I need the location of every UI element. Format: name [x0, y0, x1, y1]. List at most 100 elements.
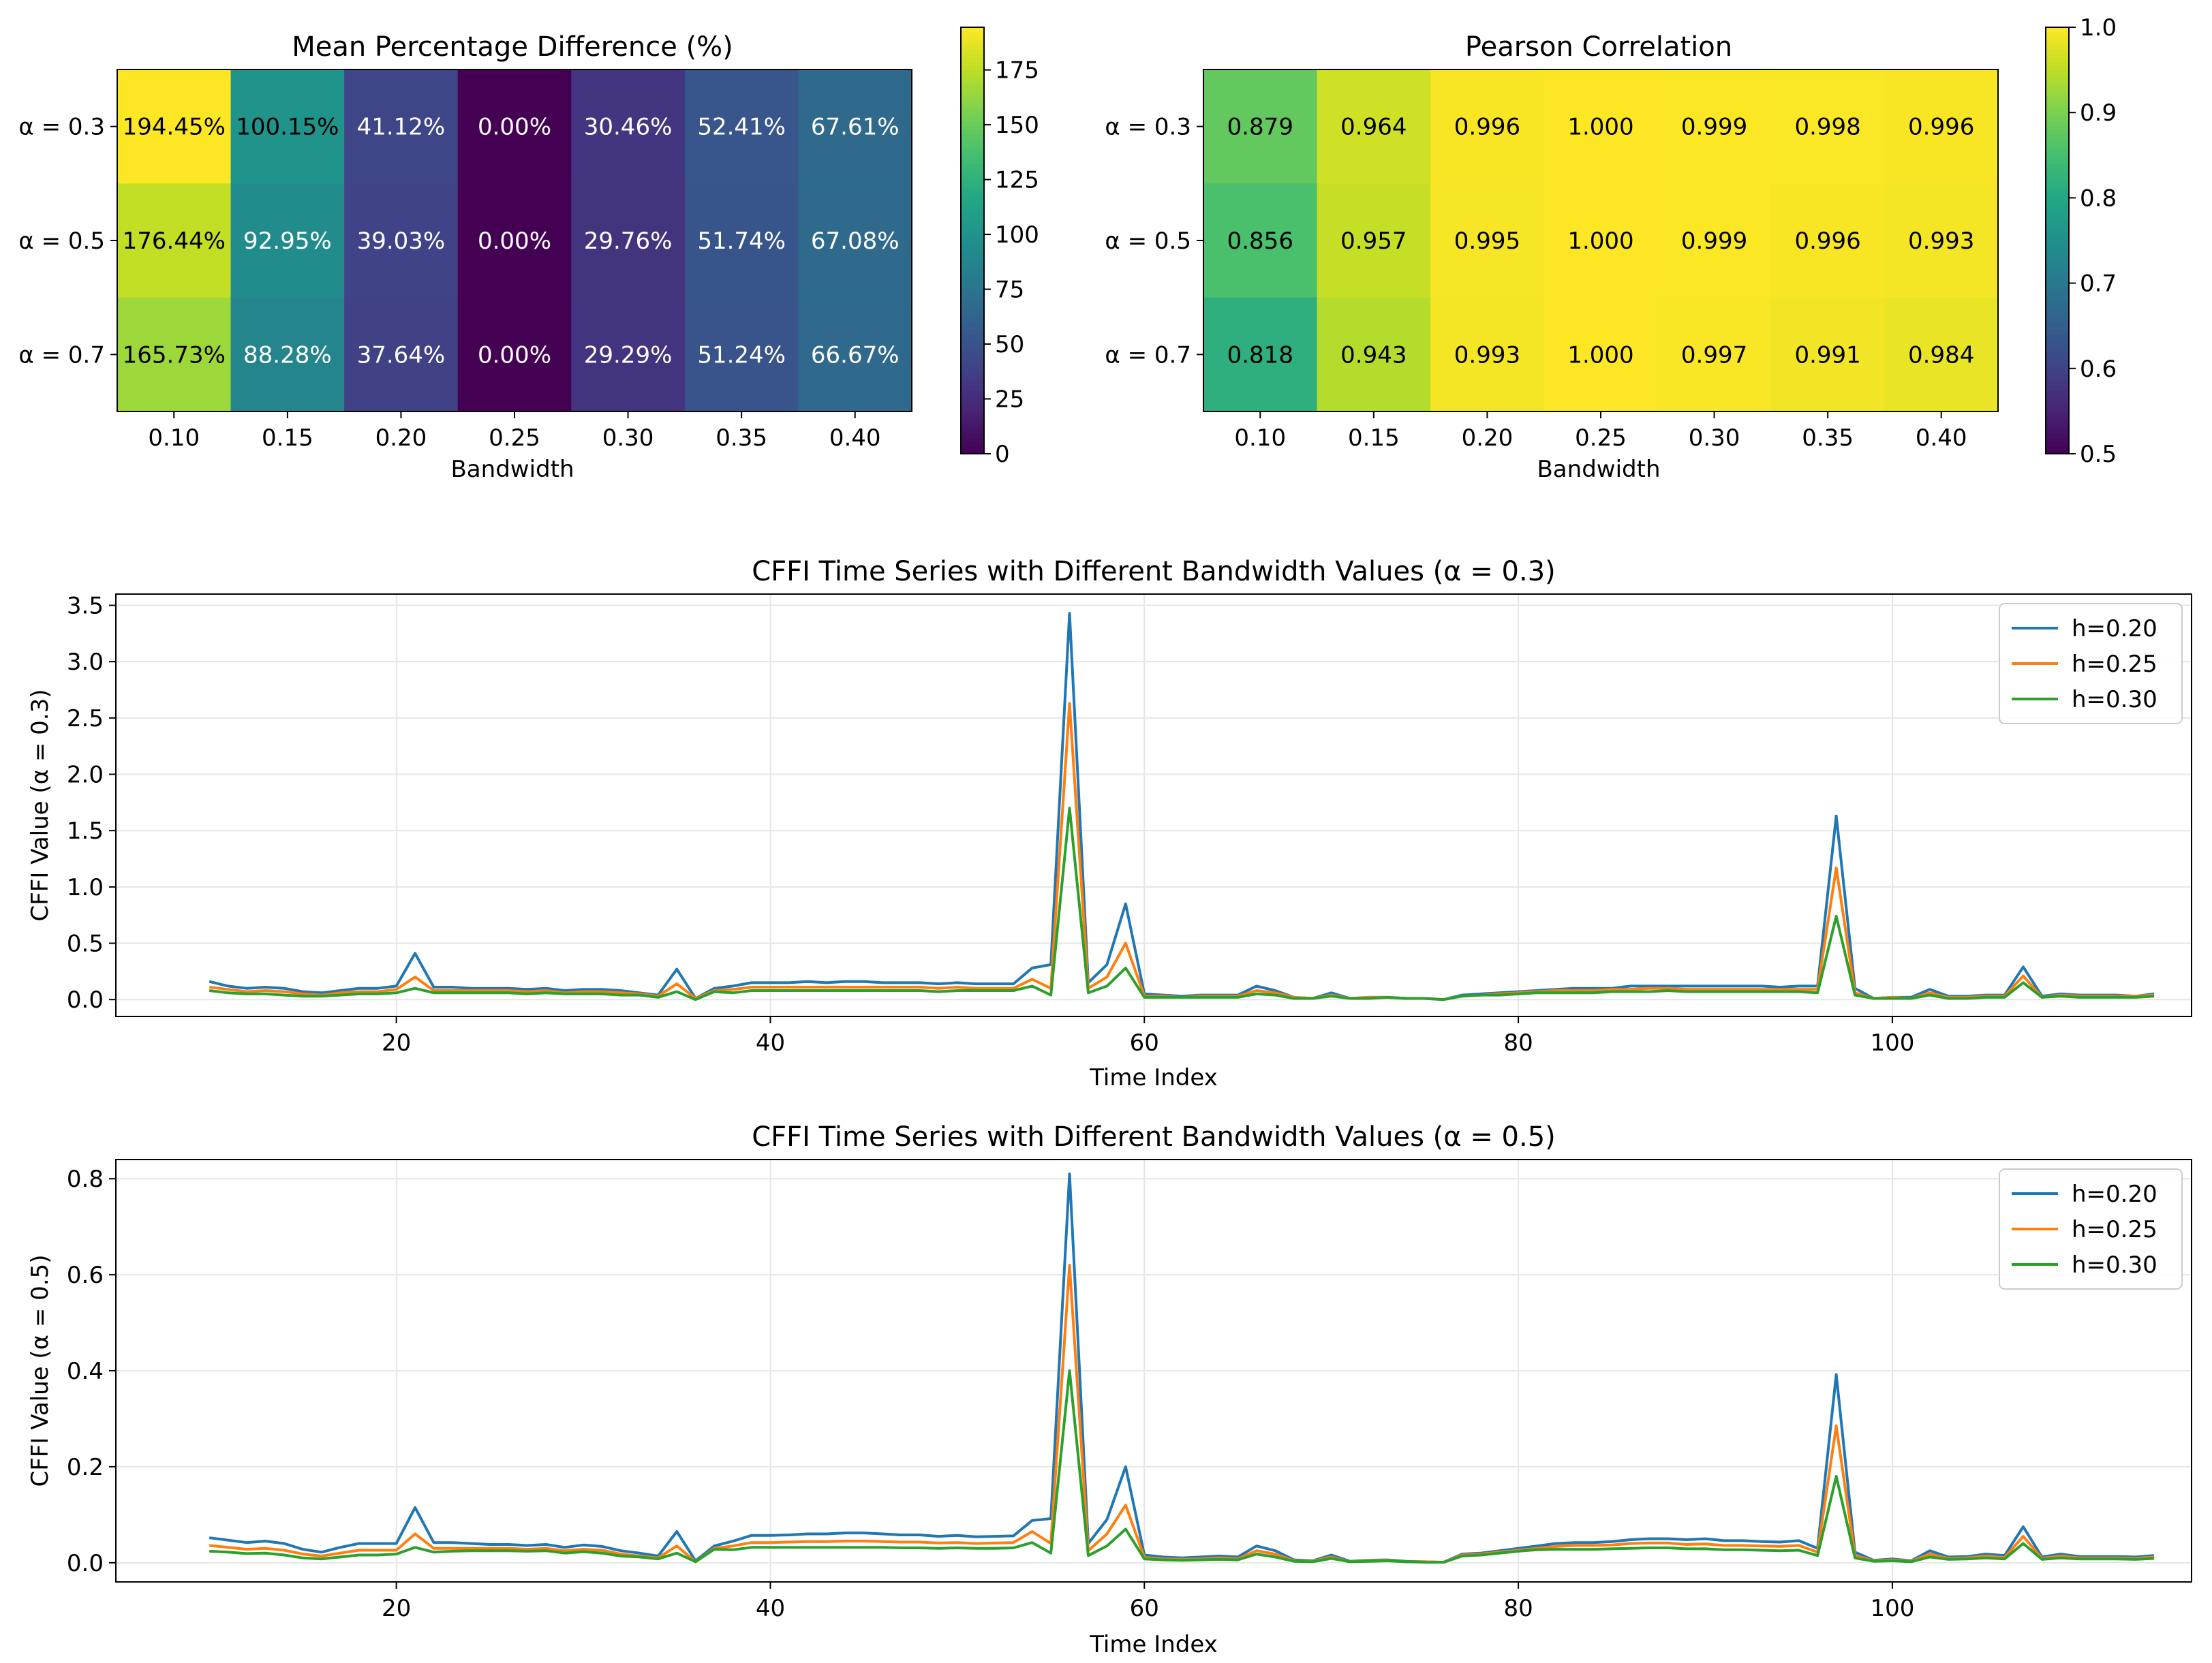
colorbar-segment — [961, 360, 984, 365]
y-tick-label: 0.6 — [67, 1262, 104, 1289]
heatmap-cell — [344, 183, 459, 298]
colorbar-segment — [2046, 253, 2069, 258]
colorbar-segment — [2046, 159, 2069, 165]
x-tick-label: 100 — [1870, 1029, 1914, 1057]
colorbar-segment — [961, 112, 984, 118]
colorbar-segment — [2046, 258, 2069, 263]
colorbar-segment — [961, 287, 984, 292]
colorbar-segment — [2046, 104, 2069, 109]
heatmap-cell-label: 1.000 — [1567, 228, 1633, 255]
heatmap-cell-label: 1.000 — [1567, 114, 1633, 141]
heatmap-cell-label: 0.993 — [1454, 341, 1520, 369]
heatmap-cell-label: 0.991 — [1794, 341, 1860, 369]
heatmap-cell — [1657, 297, 1772, 412]
colorbar-segment — [2046, 338, 2069, 344]
colorbar-segment — [961, 125, 984, 131]
series-line-h=0.25 — [209, 1264, 2155, 1564]
colorbar-segment — [2046, 351, 2069, 356]
colorbar-segment — [961, 164, 984, 169]
colorbar-segment — [961, 343, 984, 348]
colorbar-segment — [2046, 330, 2069, 335]
colorbar-segment — [961, 168, 984, 173]
colorbar-tick-label: 0.9 — [2080, 99, 2117, 127]
heatmap-cell-label: 0.879 — [1227, 114, 1293, 141]
colorbar-segment — [961, 441, 984, 446]
colorbar-segment — [2046, 155, 2069, 160]
y-tick-label: 0.2 — [67, 1454, 104, 1481]
heatmap-cell — [1430, 297, 1545, 412]
colorbar-segment — [2046, 356, 2069, 361]
x-tick-label: 0.40 — [829, 424, 881, 452]
colorbar-tick-label: 50 — [995, 331, 1024, 358]
heatmap-cell-label: 0.818 — [1227, 341, 1293, 369]
colorbar-segment — [961, 385, 984, 390]
y-tick-label: α = 0.3 — [1105, 114, 1191, 141]
heatmap-cell-label: 0.00% — [478, 341, 551, 369]
colorbar-segment — [961, 407, 984, 412]
colorbar-segment — [961, 347, 984, 352]
colorbar-segment — [961, 356, 984, 361]
heatmap-cell-label: 37.64% — [357, 341, 446, 369]
colorbar-segment — [2046, 360, 2069, 365]
heatmap-cell-label: 92.95% — [243, 228, 332, 255]
colorbar-segment — [2046, 317, 2069, 322]
colorbar-segment — [2046, 407, 2069, 412]
heatmap-cell — [1317, 69, 1431, 184]
colorbar-segment — [2046, 181, 2069, 186]
colorbar-segment — [961, 377, 984, 382]
colorbar-segment — [2046, 390, 2069, 395]
y-tick-label: 1.5 — [67, 818, 104, 845]
colorbar-segment — [2046, 151, 2069, 156]
y-tick-label: 1.0 — [67, 874, 104, 901]
colorbar-segment — [961, 198, 984, 203]
colorbar-segment — [961, 436, 984, 442]
colorbar-segment — [961, 155, 984, 160]
x-tick-label: 100 — [1870, 1595, 1914, 1622]
y-tick-label: 2.0 — [67, 762, 104, 789]
colorbar-segment — [961, 65, 984, 71]
line-a05-ylabel: CFFI Value (α = 0.5) — [27, 1255, 54, 1487]
colorbar-segment — [2046, 377, 2069, 382]
colorbar-segment — [2046, 116, 2069, 122]
colorbar-segment — [961, 27, 984, 33]
heatmap-cell — [117, 69, 232, 184]
colorbar-segment — [2046, 189, 2069, 194]
colorbar-segment — [2046, 240, 2069, 246]
colorbar-segment — [961, 48, 984, 54]
colorbar-segment — [2046, 129, 2069, 135]
colorbar-segment — [2046, 176, 2069, 182]
colorbar-segment — [2046, 215, 2069, 220]
heatmap-cell-label: 0.993 — [1908, 228, 1974, 255]
colorbar-segment — [961, 95, 984, 101]
colorbar-segment — [2046, 69, 2069, 75]
colorbar-segment — [2046, 304, 2069, 309]
colorbar-segment — [961, 279, 984, 284]
heatmap-cell — [798, 183, 912, 298]
line-chart-alpha-0-3: CFFI Time Series with Different Bandwidt… — [27, 556, 2192, 1091]
colorbar-segment — [2046, 262, 2069, 267]
colorbar-segment — [2046, 223, 2069, 229]
colorbar-segment — [2046, 27, 2069, 33]
x-tick-label: 0.35 — [716, 424, 767, 452]
colorbar-segment — [2046, 415, 2069, 420]
heatmap-cell — [1770, 183, 1886, 298]
colorbar-segment — [2046, 334, 2069, 339]
series-line-h=0.20 — [209, 612, 2155, 1001]
heatmap-cell-label: 0.995 — [1454, 228, 1520, 255]
heatmap-cell — [1884, 297, 1999, 412]
y-tick-label: 0.0 — [67, 1550, 104, 1577]
colorbar-segment — [2046, 206, 2069, 211]
colorbar-segment — [2046, 309, 2069, 314]
colorbar-segment — [2046, 35, 2069, 41]
x-tick-label: 0.35 — [1802, 424, 1854, 452]
colorbar-segment — [961, 40, 984, 45]
colorbar-segment — [961, 262, 984, 267]
line-a03-ylabel: CFFI Value (α = 0.3) — [27, 689, 54, 922]
plot-frame — [115, 593, 2192, 1017]
colorbar-segment — [2046, 108, 2069, 113]
colorbar-segment — [2046, 211, 2069, 216]
colorbar-segment — [961, 292, 984, 297]
colorbar-segment — [961, 283, 984, 288]
colorbar-segment — [961, 275, 984, 280]
